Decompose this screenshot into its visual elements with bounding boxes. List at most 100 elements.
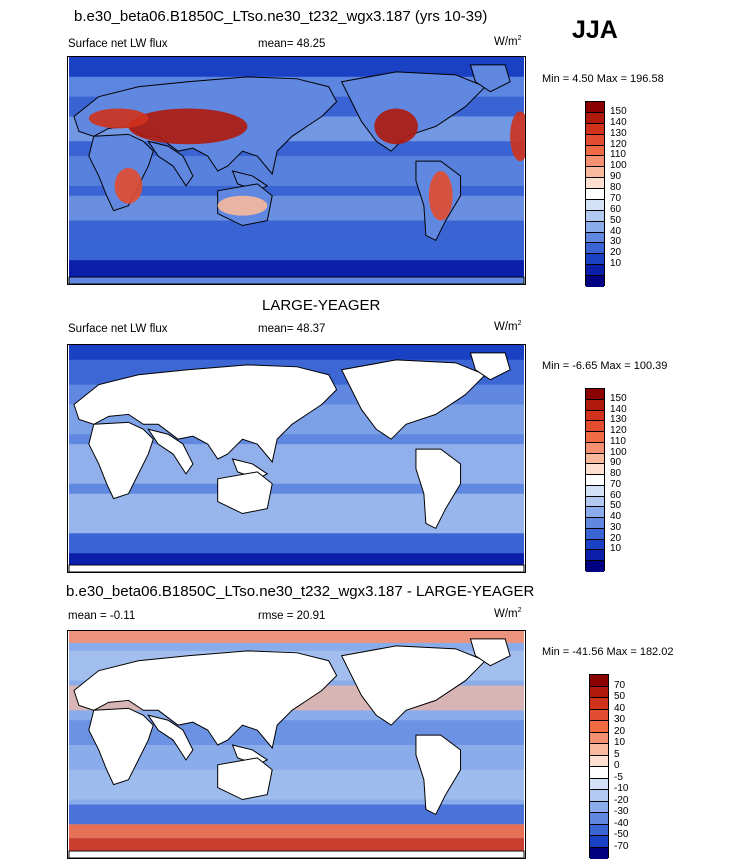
panel1-map — [67, 56, 526, 285]
panel2-title: LARGE-YEAGER — [262, 297, 381, 314]
colorbar-tick-label: 80 — [610, 182, 622, 194]
colorbar-tick-label: 100 — [610, 160, 627, 172]
colorbar-segment — [586, 123, 604, 135]
colorbar-tick-label: 70 — [614, 679, 626, 691]
continent-outline — [340, 359, 487, 440]
panel3-units: W/m2 — [494, 607, 522, 620]
colorbar-tick-label: 10 — [610, 258, 622, 270]
colorbar-tick-label: 50 — [610, 214, 622, 226]
field-blob — [114, 168, 143, 204]
panel3-colorbar — [589, 674, 609, 859]
colorbar-segment — [586, 167, 604, 179]
continent-outline — [469, 64, 511, 93]
field-blob — [374, 108, 418, 145]
colorbar-segment — [586, 399, 604, 411]
colorbar-tick-label: -5 — [614, 771, 623, 783]
continent-outline — [68, 564, 525, 572]
continent-outline — [68, 276, 525, 284]
colorbar-segment — [586, 539, 604, 551]
colorbar-segment — [590, 801, 608, 813]
colorbar-tick-label: 40 — [614, 702, 626, 714]
panel2-minmax: Min = -6.65 Max = 100.39 — [542, 360, 668, 372]
field-blob — [128, 108, 248, 145]
colorbar-segment — [590, 767, 608, 779]
panel3-minmax: Min = -41.56 Max = 182.02 — [542, 646, 674, 658]
colorbar-segment — [586, 102, 604, 113]
colorbar-segment — [586, 243, 604, 255]
colorbar-segment — [586, 432, 604, 443]
colorbar-tick-label: -50 — [614, 829, 629, 840]
colorbar-tick-label: 130 — [610, 127, 627, 139]
colorbar-tick-label: 120 — [610, 138, 627, 150]
field-band — [69, 631, 524, 643]
colorbar-segment — [590, 721, 608, 733]
colorbar-tick-label: 30 — [610, 521, 622, 533]
colorbar-segment — [590, 686, 608, 698]
colorbar-tick-label: 60 — [610, 489, 622, 501]
colorbar-segment — [586, 189, 604, 200]
colorbar-segment — [590, 836, 608, 848]
colorbar-tick-label: 140 — [610, 116, 627, 128]
continent-outline — [73, 650, 338, 750]
colorbar-segment — [590, 778, 608, 790]
continent-outline — [469, 638, 511, 667]
panel1-mean-text: mean= 48.25 — [258, 38, 326, 50]
colorbar-segment — [586, 464, 604, 475]
colorbar-segment — [590, 744, 608, 756]
continent-outline — [340, 645, 487, 726]
field-blob — [217, 195, 268, 216]
colorbar-segment — [586, 145, 604, 157]
colorbar-segment — [586, 232, 604, 244]
colorbar-segment — [586, 276, 604, 287]
continent-outline — [415, 734, 462, 816]
field-blob — [88, 108, 149, 129]
colorbar-segment — [590, 675, 608, 687]
colorbar-tick-label: 70 — [610, 192, 622, 204]
colorbar-segment — [590, 813, 608, 825]
panel3-mean-label: mean = -0.11 — [68, 610, 136, 622]
colorbar-segment — [586, 178, 604, 189]
continent-outline — [68, 850, 525, 858]
colorbar-segment — [586, 453, 604, 465]
colorbar-tick-label: 30 — [614, 714, 626, 725]
colorbar-tick-label: 140 — [610, 403, 627, 415]
continent-outline — [88, 707, 154, 786]
colorbar-tick-label: -30 — [614, 806, 629, 817]
colorbar-tick-label: -40 — [614, 817, 629, 829]
colorbar-segment — [590, 790, 608, 802]
colorbar-segment — [590, 847, 608, 859]
field-band — [69, 824, 524, 839]
panel2-colorbar — [585, 388, 605, 572]
colorbar-tick-label: 60 — [610, 203, 622, 215]
colorbar-tick-label: 120 — [610, 425, 627, 437]
field-blob — [428, 170, 453, 221]
continent-outline — [217, 471, 273, 515]
field-band — [69, 235, 524, 261]
colorbar-segment — [586, 421, 604, 432]
colorbar-tick-label: 5 — [614, 748, 620, 760]
colorbar-segment — [586, 518, 604, 529]
colorbar-segment — [586, 156, 604, 168]
field-band — [69, 804, 524, 825]
colorbar-segment — [586, 112, 604, 124]
panel3-map — [67, 630, 526, 859]
field-blob — [510, 111, 525, 162]
continent-outline — [73, 364, 338, 464]
colorbar-tick-label: 70 — [610, 478, 622, 490]
colorbar-segment — [586, 442, 604, 454]
colorbar-tick-label: -10 — [614, 783, 629, 794]
colorbar-tick-label: 80 — [610, 468, 622, 480]
colorbar-tick-label: 150 — [610, 392, 627, 404]
colorbar-tick-label: -70 — [614, 840, 629, 852]
colorbar-tick-label: 10 — [614, 737, 626, 748]
colorbar-tick-label: 10 — [610, 543, 622, 555]
continent-outline — [147, 428, 194, 475]
colorbar-tick-label: -20 — [614, 794, 629, 806]
season-label: JJA — [572, 16, 618, 44]
colorbar-segment — [590, 732, 608, 744]
main-title: b.e30_beta06.B1850C_LTso.ne30_t232_wgx3.… — [74, 8, 488, 25]
colorbar-tick-label: 20 — [610, 532, 622, 544]
colorbar-segment — [586, 210, 604, 222]
colorbar-tick-label: 20 — [610, 247, 622, 259]
continent-outline — [147, 714, 194, 761]
